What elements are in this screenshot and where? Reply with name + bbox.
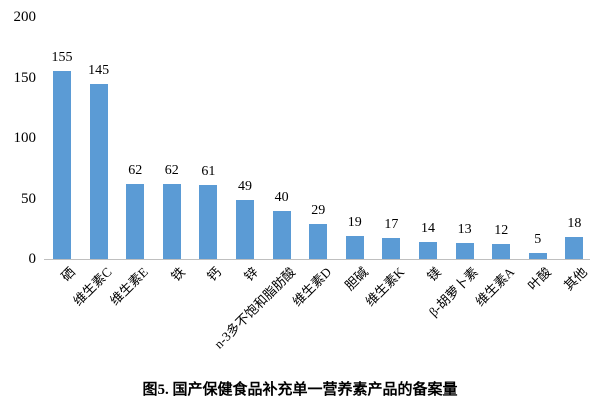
- bar: [162, 183, 181, 259]
- data-label: 40: [274, 189, 289, 205]
- y-tick-label: 150: [13, 69, 37, 86]
- data-label: 5: [534, 231, 542, 247]
- data-label: 13: [457, 222, 472, 238]
- x-tick-label: 钙: [204, 264, 225, 285]
- bar: [492, 244, 511, 259]
- bar: [89, 83, 108, 259]
- data-label: 49: [238, 178, 252, 194]
- bar: [126, 183, 145, 259]
- x-tick-label: 维生素D: [289, 264, 335, 310]
- data-label: 145: [88, 62, 110, 78]
- data-label: 12: [494, 223, 509, 239]
- data-label: 19: [347, 215, 362, 230]
- bar: [455, 243, 474, 259]
- x-tick-label: 胆碱: [341, 264, 371, 294]
- data-label: 61: [201, 164, 216, 180]
- x-axis-line: [44, 259, 590, 260]
- x-tick-label: 锌: [241, 264, 261, 285]
- x-tick-label: 维生素E: [107, 264, 152, 309]
- data-label: 18: [567, 216, 582, 232]
- data-label: 62: [128, 162, 143, 178]
- y-tick-label: 200: [13, 9, 37, 25]
- data-label: 17: [384, 217, 399, 233]
- bar: [419, 242, 437, 259]
- bar: [236, 199, 254, 259]
- data-label: 62: [164, 162, 179, 178]
- data-label: 29: [311, 202, 326, 218]
- bar: [528, 252, 547, 259]
- x-tick-label: 铁: [167, 264, 188, 285]
- x-tick-label: 其他: [561, 264, 591, 294]
- x-tick-label: 镁: [424, 264, 444, 285]
- data-label: 155: [51, 50, 73, 66]
- data-label: 14: [421, 221, 435, 237]
- x-tick-label: 叶酸: [524, 264, 554, 294]
- x-tick-label: 维生素C: [69, 264, 115, 309]
- bar: [382, 238, 401, 259]
- y-tick-label: 50: [21, 190, 36, 207]
- bar: [345, 236, 364, 259]
- y-tick-label: 0: [28, 251, 37, 267]
- bar: [53, 71, 71, 259]
- bar: [199, 185, 218, 259]
- bar: [565, 237, 584, 259]
- x-tick-label: 硒: [58, 264, 78, 285]
- x-tick-label: 维生素K: [362, 264, 408, 310]
- chart-caption: 图5. 国产保健食品补充单一营养素产品的备案量: [142, 382, 458, 398]
- x-tick-label: 维生素A: [472, 264, 518, 310]
- y-tick-label: 100: [13, 130, 37, 146]
- bar: [272, 210, 291, 259]
- bar: [309, 223, 328, 259]
